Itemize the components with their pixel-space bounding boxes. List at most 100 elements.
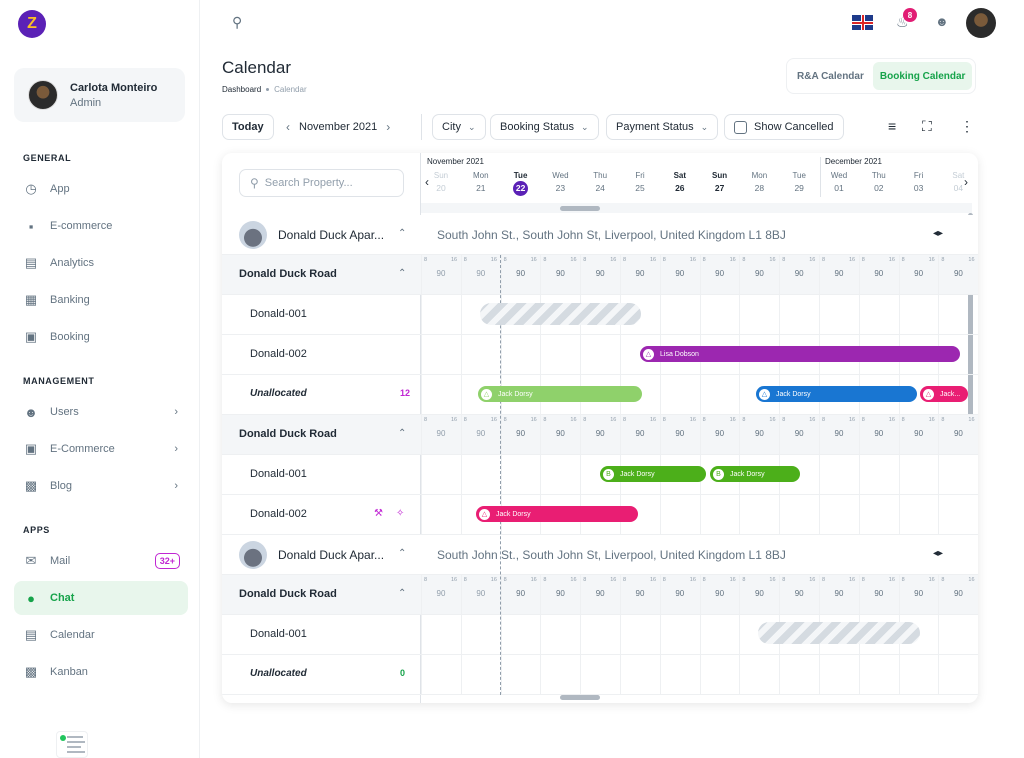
breadcrumb-dashboard[interactable]: Dashboard: [222, 85, 262, 94]
checkbox[interactable]: [734, 120, 747, 134]
booking-status-filter[interactable]: Booking Status ⌄: [490, 114, 599, 140]
property-name[interactable]: Donald Duck Apar...: [278, 548, 385, 562]
price-cell[interactable]: 90: [476, 269, 486, 278]
price-cell[interactable]: 90: [516, 429, 526, 438]
user-card[interactable]: Carlota Monteiro Admin: [14, 68, 185, 122]
price-cell[interactable]: 90: [516, 269, 526, 278]
price-cell[interactable]: 90: [516, 589, 526, 598]
sidebar-item-chat[interactable]: ● Chat: [14, 581, 188, 615]
chevron-up-icon[interactable]: ⌃: [398, 228, 407, 239]
sidebar-item-calendar[interactable]: ▤ Calendar: [14, 618, 188, 652]
grp-row[interactable]: Donald Duck Road ⌃ 8 16 90 8 16 90 8 16 90 8 16 90 8 16…: [222, 255, 978, 295]
price-cell[interactable]: 90: [953, 429, 963, 438]
property-name[interactable]: Donald Duck Apar...: [278, 228, 385, 242]
price-cell[interactable]: 90: [476, 429, 486, 438]
day-header-cell[interactable]: Tue 22: [501, 171, 541, 196]
app-logo[interactable]: Z: [18, 10, 46, 38]
price-cell[interactable]: 90: [914, 429, 924, 438]
price-cell[interactable]: 90: [436, 429, 446, 438]
day-header-cell[interactable]: Sat 26: [660, 171, 700, 193]
day-header-cell[interactable]: Mon 28: [739, 171, 779, 193]
grp-row[interactable]: Donald Duck Road ⌃ 8 16 90 8 16 90 8 16 90 8 16 90 8 16…: [222, 575, 978, 615]
price-cell[interactable]: 90: [834, 429, 844, 438]
price-cell[interactable]: 90: [754, 429, 764, 438]
price-cell[interactable]: 90: [754, 269, 764, 278]
sidebar-item-ecommerce-mgmt[interactable]: ▣ E-Commerce ›: [14, 432, 188, 466]
sidebar-item-app[interactable]: ◷ App: [14, 172, 188, 206]
price-cell[interactable]: 90: [914, 589, 924, 598]
booking-bar[interactable]: △ Jack Dorsy: [756, 386, 917, 402]
chevron-up-icon[interactable]: ⌃: [398, 428, 407, 439]
account-avatar[interactable]: [966, 8, 996, 38]
today-button[interactable]: Today: [222, 114, 274, 140]
day-header-cell[interactable]: Wed 01: [819, 171, 859, 193]
price-cell[interactable]: 90: [794, 429, 804, 438]
price-cell[interactable]: 90: [635, 269, 645, 278]
booking-bar[interactable]: △ Jack Dorsy: [476, 506, 638, 522]
price-cell[interactable]: 90: [555, 429, 565, 438]
broom-icon[interactable]: ✧: [396, 508, 405, 519]
price-cell[interactable]: 90: [715, 589, 725, 598]
price-cell[interactable]: 90: [834, 269, 844, 278]
price-cell[interactable]: 90: [953, 269, 963, 278]
next-month-icon[interactable]: ›: [386, 120, 391, 134]
day-header-cell[interactable]: Sat 04: [938, 171, 978, 193]
price-cell[interactable]: 90: [476, 589, 486, 598]
sidebar-item-ecommerce[interactable]: ▪ E-commerce: [14, 209, 188, 243]
price-cell[interactable]: 90: [754, 589, 764, 598]
price-cell[interactable]: 90: [874, 269, 884, 278]
booking-bar[interactable]: △ Jack...: [920, 386, 968, 402]
day-header-cell[interactable]: Sun 27: [700, 171, 740, 193]
day-header-cell[interactable]: Sun 20: [421, 171, 461, 193]
payment-status-filter[interactable]: Payment Status ⌄: [606, 114, 719, 140]
sidebar-item-analytics[interactable]: ▤ Analytics: [14, 246, 188, 280]
sliders-icon[interactable]: ≡: [888, 118, 897, 134]
sidebar-item-mail[interactable]: ✉ Mail 32+: [14, 544, 188, 578]
price-cell[interactable]: 90: [595, 429, 605, 438]
booking-bar[interactable]: △ Jack Dorsy: [478, 386, 642, 402]
price-cell[interactable]: 90: [595, 269, 605, 278]
price-cell[interactable]: 90: [794, 269, 804, 278]
day-header-cell[interactable]: Wed 23: [540, 171, 580, 193]
price-cell[interactable]: 90: [675, 429, 685, 438]
city-filter[interactable]: City ⌄: [432, 114, 486, 140]
price-cell[interactable]: 90: [635, 589, 645, 598]
fullscreen-icon[interactable]: ⛶: [922, 118, 932, 134]
price-cell[interactable]: 90: [715, 269, 725, 278]
prev-month-icon[interactable]: ‹: [286, 120, 290, 134]
price-cell[interactable]: 90: [555, 589, 565, 598]
sidebar-item-banking[interactable]: ▦ Banking: [14, 283, 188, 317]
price-cell[interactable]: 90: [834, 589, 844, 598]
unit-row[interactable]: Donald-002 ⚒ ✧: [222, 495, 978, 535]
price-cell[interactable]: 90: [953, 589, 963, 598]
scroll-left-icon[interactable]: ‹: [425, 175, 429, 189]
price-cell[interactable]: 90: [914, 269, 924, 278]
day-header-cell[interactable]: Thu 02: [859, 171, 899, 193]
unit-row[interactable]: Donald-001: [222, 615, 978, 655]
horizontal-scrollbar[interactable]: [560, 206, 600, 211]
price-cell[interactable]: 90: [436, 269, 446, 278]
sidebar-item-kanban[interactable]: ▩ Kanban: [14, 655, 188, 689]
day-header-cell[interactable]: Fri 25: [620, 171, 660, 193]
sidebar-item-users[interactable]: ☻ Users ›: [14, 395, 188, 429]
grp-row[interactable]: Donald Duck Road ⌃ 8 16 90 8 16 90 8 16 90 8 16 90 8 16…: [222, 415, 978, 455]
expand-collapse-icon[interactable]: ◂▸: [933, 548, 944, 559]
day-header-cell[interactable]: Thu 24: [580, 171, 620, 193]
price-cell[interactable]: 90: [635, 429, 645, 438]
price-cell[interactable]: 90: [874, 429, 884, 438]
price-cell[interactable]: 90: [436, 589, 446, 598]
price-cell[interactable]: 90: [555, 269, 565, 278]
price-cell[interactable]: 90: [874, 589, 884, 598]
day-header-cell[interactable]: Fri 03: [899, 171, 939, 193]
vertical-scrollbar[interactable]: [968, 213, 973, 423]
uk-flag-icon[interactable]: [852, 15, 873, 30]
booking-bar[interactable]: △ Lisa Dobson: [640, 346, 960, 362]
search-icon[interactable]: ⚲: [232, 14, 243, 30]
unal-row[interactable]: Unallocated 0: [222, 655, 978, 695]
day-header-cell[interactable]: Mon 21: [461, 171, 501, 193]
search-property-input[interactable]: ⚲ Search Property...: [239, 169, 404, 197]
ra-calendar-tab[interactable]: R&A Calendar: [797, 70, 864, 82]
expand-collapse-icon[interactable]: ◂▸: [933, 228, 944, 239]
contacts-icon[interactable]: ☻: [935, 14, 949, 29]
sidebar-item-booking[interactable]: ▣ Booking: [14, 320, 188, 354]
